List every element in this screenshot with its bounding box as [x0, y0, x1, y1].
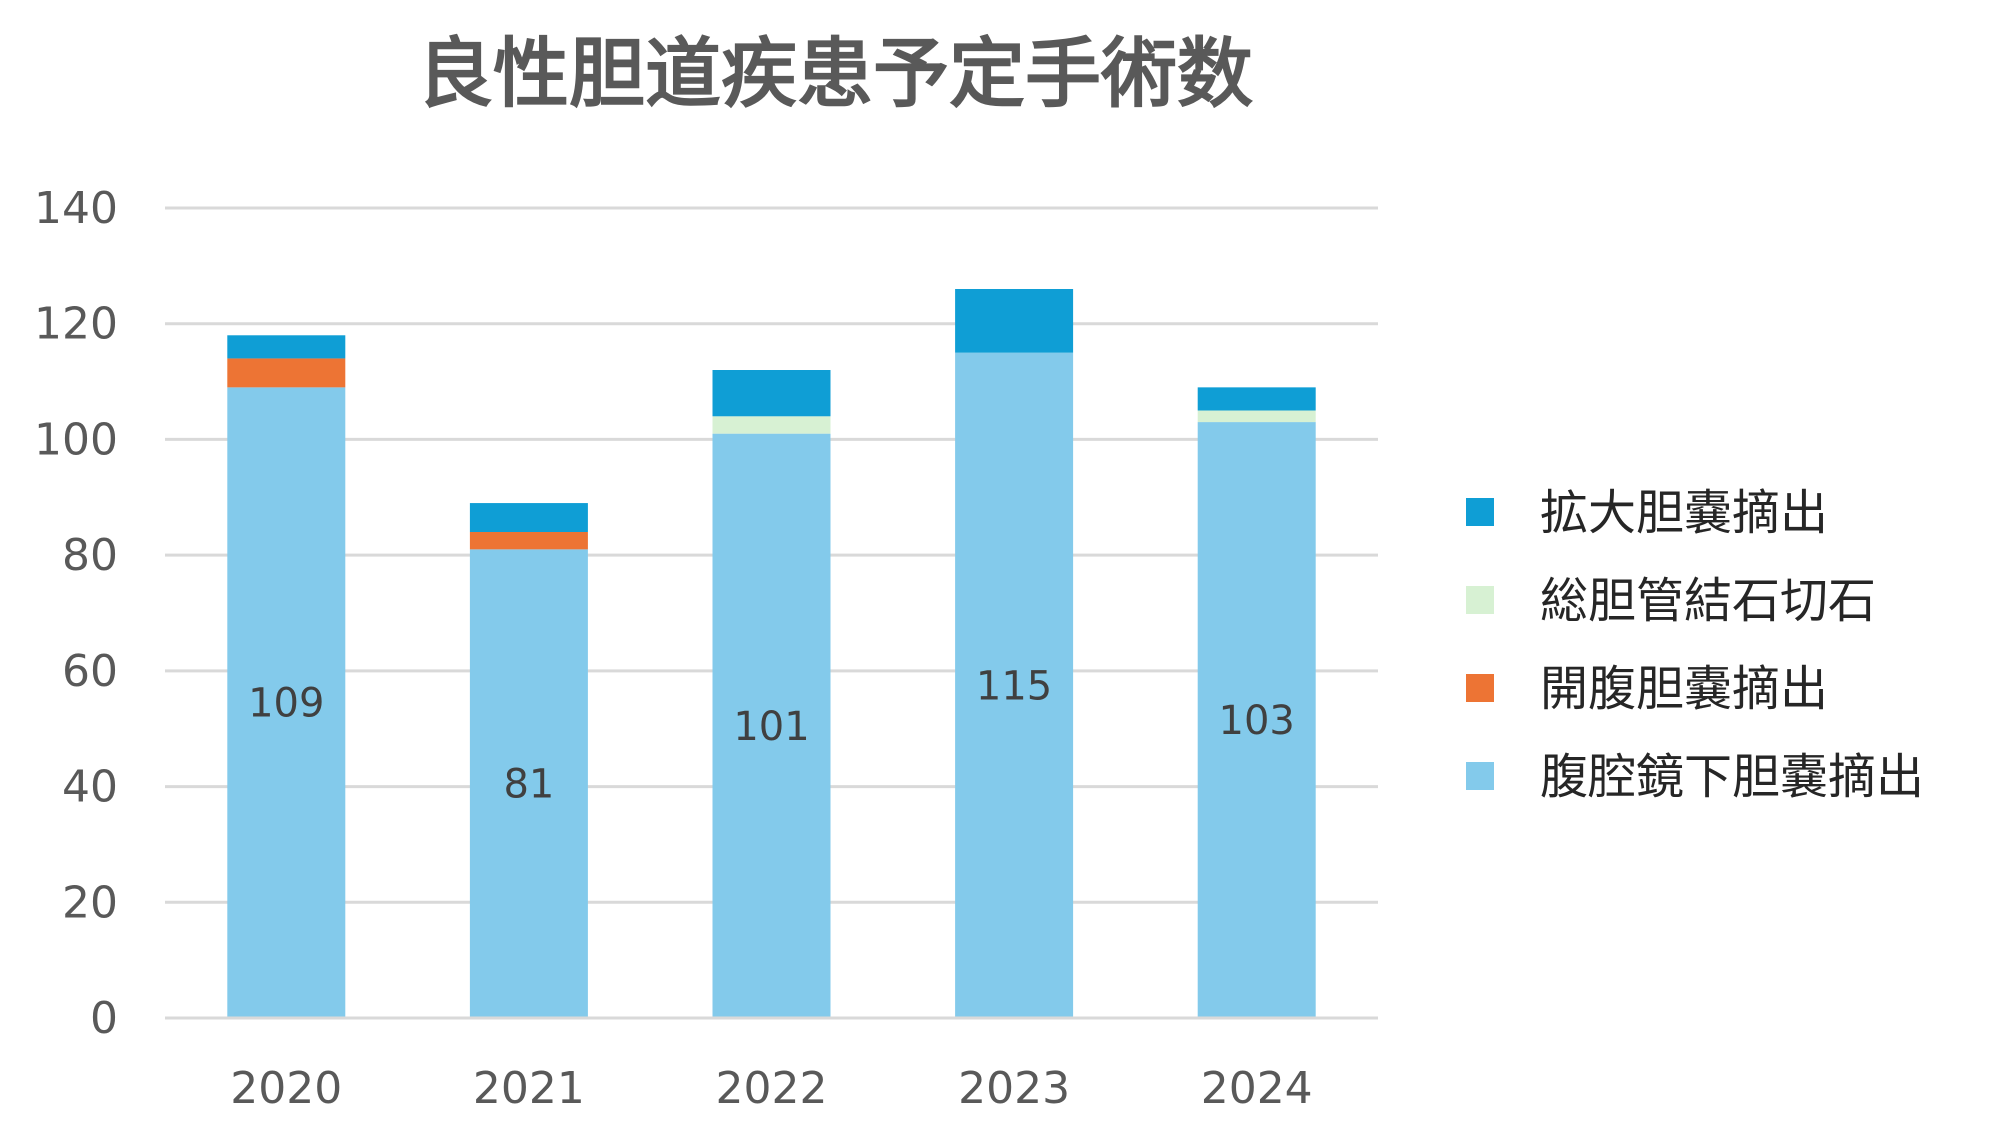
bar-segment	[955, 289, 1074, 353]
legend-label: 拡大胆嚢摘出	[1540, 485, 1828, 541]
y-tick-label: 0	[90, 993, 118, 1044]
bar-segment	[469, 549, 588, 1018]
bar-segment	[227, 335, 346, 359]
y-tick-label: 60	[62, 646, 118, 697]
data-label: 101	[733, 704, 809, 750]
legend-swatch	[1466, 586, 1494, 614]
data-label: 81	[503, 762, 554, 808]
data-label: 109	[248, 681, 324, 727]
bars	[227, 289, 1316, 1019]
x-tick-label: 2021	[473, 1063, 585, 1114]
bar-segment	[955, 352, 1074, 1019]
x-tick-label: 2022	[716, 1063, 828, 1114]
bar-segment	[227, 387, 346, 1018]
legend-swatch	[1466, 762, 1494, 790]
bar-segment	[712, 370, 831, 417]
legend-label: 腹腔鏡下胆嚢摘出	[1540, 749, 1924, 805]
bar-segment	[469, 503, 588, 532]
legend-item: 開腹胆嚢摘出	[1466, 661, 1828, 717]
y-tick-label: 80	[62, 530, 118, 581]
legend-item: 拡大胆嚢摘出	[1466, 485, 1828, 541]
bar-segment	[712, 416, 831, 434]
data-label: 115	[976, 663, 1052, 709]
y-tick-label: 120	[34, 299, 118, 350]
legend-label: 開腹胆嚢摘出	[1540, 661, 1828, 717]
chart-title: 良性胆道疾患予定手術数	[417, 29, 1253, 118]
bar-segment	[712, 433, 831, 1019]
bar-segment	[227, 358, 346, 388]
y-tick-label: 20	[62, 877, 118, 928]
data-labels: 109 81 101 115 103	[248, 663, 1295, 807]
legend-item: 総胆管結石切石	[1466, 573, 1876, 629]
legend-swatch	[1466, 498, 1494, 526]
y-axis: 0 20 40 60 80 100 120 140	[34, 183, 118, 1044]
x-axis: 2020 2021 2022 2023 2024	[165, 1016, 1378, 1114]
y-tick-label: 40	[62, 762, 118, 813]
bar-segment	[469, 532, 588, 550]
bar-segment	[1197, 410, 1316, 423]
legend-item: 腹腔鏡下胆嚢摘出	[1466, 749, 1924, 805]
y-tick-label: 140	[34, 183, 118, 234]
legend-swatch	[1466, 674, 1494, 702]
x-tick-label: 2024	[1201, 1063, 1313, 1114]
data-label: 103	[1219, 698, 1295, 744]
y-tick-label: 100	[34, 414, 118, 465]
bar-segment	[1197, 422, 1316, 1019]
x-tick-label: 2020	[230, 1063, 342, 1114]
x-tick-label: 2023	[958, 1063, 1070, 1114]
bar-segment	[1197, 387, 1316, 411]
legend-label: 総胆管結石切石	[1540, 573, 1876, 629]
